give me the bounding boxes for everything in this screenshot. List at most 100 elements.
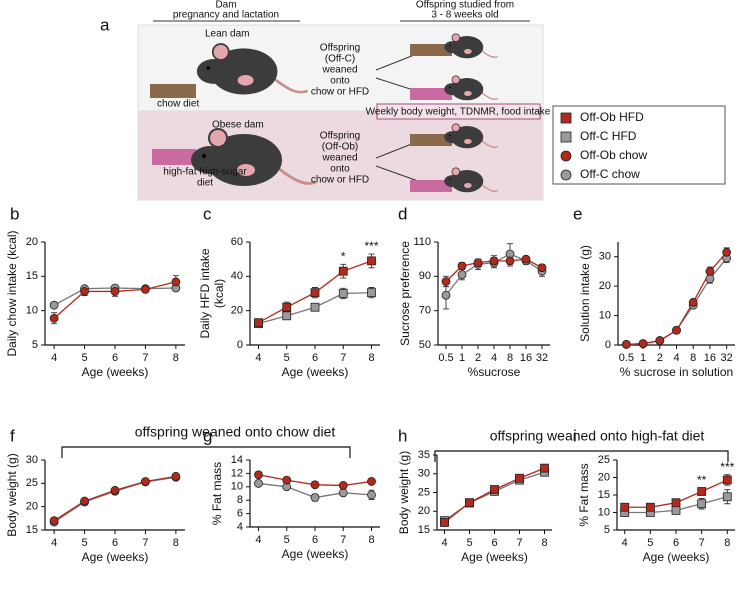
x-tick-label: 6: [312, 534, 318, 546]
marker: [254, 470, 263, 480]
group-label: offspring weaned onto chow diet: [135, 424, 336, 440]
y-axis-label: Body weight (g): [397, 451, 411, 534]
legend-label: Off-Ob chow: [580, 148, 647, 162]
panel-letter: h: [398, 426, 407, 445]
label: chow or HFD: [311, 175, 369, 186]
marker: [310, 288, 320, 298]
y-tick-label: 50: [419, 339, 431, 351]
marker: [457, 261, 467, 271]
marker: [621, 340, 631, 349]
series-line: [444, 471, 545, 522]
marker: [537, 263, 547, 273]
measures-box: [376, 103, 541, 120]
marker: [282, 302, 292, 312]
marker: [620, 502, 630, 512]
label: Lean dam: [205, 29, 249, 40]
off-ob-text: Offspring (Off-Ob) weaned onto chow or H…: [311, 131, 369, 186]
x-tick-label: 8: [507, 352, 513, 364]
x-tick-label: 7: [516, 537, 522, 549]
legend-label: Off-Ob HFD: [580, 110, 644, 124]
marker: [310, 480, 320, 490]
x-tick-label: 5: [284, 534, 290, 546]
label: chow or HFD: [311, 87, 369, 98]
panel-letter: g: [203, 426, 212, 445]
x-tick-label: 1: [459, 352, 465, 364]
x-axis-label: Age (weeks): [282, 365, 349, 379]
y-tick-label: 20: [598, 471, 610, 483]
x-tick-label: 32: [536, 352, 548, 364]
marker: [310, 302, 320, 312]
marker: [49, 313, 59, 323]
axis: [616, 460, 735, 531]
marker: [171, 277, 181, 287]
chow-pellets: [410, 134, 452, 146]
y-tick-label: 25: [418, 486, 430, 498]
y-axis-label: Daily HFD intake: [198, 248, 212, 338]
x-tick-label: 8: [173, 352, 179, 364]
x-tick-label: 4: [622, 537, 628, 549]
marker: [505, 256, 515, 266]
hfd-pellets: [410, 88, 452, 100]
y-tick-label: 60: [231, 236, 243, 248]
marker: [49, 516, 59, 526]
y-tick-label: 20: [26, 236, 38, 248]
panel-letter: b: [10, 204, 19, 223]
marker: [490, 485, 499, 494]
x-tick-label: 4: [255, 352, 261, 364]
y-tick-label: 14: [231, 454, 243, 466]
x-tick-label: 16: [704, 352, 716, 364]
x-tick-label: 6: [312, 352, 318, 364]
off-c-text: Offspring (Off-C) weaned onto chow or HF…: [311, 43, 369, 98]
x-tick-label: 4: [255, 534, 261, 546]
hfhs-pellets: [152, 149, 196, 165]
x-tick-label: 8: [368, 534, 374, 546]
y-tick-label: 6: [237, 508, 243, 520]
y-tick-label: 10: [231, 481, 243, 493]
x-tick-label: 4: [491, 352, 497, 364]
marker: [110, 287, 120, 296]
marker: [141, 284, 150, 294]
marker: [367, 490, 376, 500]
header: 3 - 8 weeks old: [431, 10, 498, 21]
x-tick-label: 7: [699, 537, 705, 549]
x-axis-label: %sucrose: [468, 365, 521, 379]
y-tick-label: 25: [598, 454, 610, 466]
significance: ***: [365, 239, 379, 253]
x-tick-label: 16: [520, 352, 532, 364]
marker: [688, 297, 698, 307]
marker: [367, 256, 376, 266]
panel-letter: e: [573, 204, 582, 223]
y-tick-label: 90: [419, 270, 431, 282]
label: (Off-Ob): [322, 142, 358, 153]
marker: [671, 498, 681, 508]
label: onto: [330, 76, 350, 87]
marker: [49, 300, 59, 310]
y-tick-label: 20: [231, 305, 243, 317]
y-tick-label: 70: [419, 305, 431, 317]
x-tick-label: 6: [112, 352, 118, 364]
y-tick-label: 15: [418, 524, 430, 536]
label: Offspring: [320, 43, 360, 54]
marker: [465, 498, 474, 508]
marker: [473, 258, 483, 268]
marker: [722, 475, 732, 485]
y-tick-label: 30: [599, 251, 611, 263]
marker: [338, 481, 348, 490]
marker: [441, 290, 451, 300]
y-tick-label: 0: [237, 339, 243, 351]
y-tick-label: 25: [26, 477, 38, 489]
y-tick-label: 20: [599, 280, 611, 292]
x-axis-label: % sucrose in solution: [620, 365, 733, 379]
y-tick-label: 40: [231, 270, 243, 282]
panel-letter: d: [398, 204, 407, 223]
y-tick-label: 35: [418, 449, 430, 461]
x-tick-label: 8: [173, 537, 179, 549]
marker: [645, 502, 655, 512]
y-tick-label: 20: [418, 505, 430, 517]
label: Weekly body weight, TDNMR, food intake: [366, 107, 551, 118]
marker: [697, 487, 707, 496]
y-tick-label: 5: [32, 339, 38, 351]
marker: [110, 485, 120, 495]
bracket: [61, 446, 351, 458]
